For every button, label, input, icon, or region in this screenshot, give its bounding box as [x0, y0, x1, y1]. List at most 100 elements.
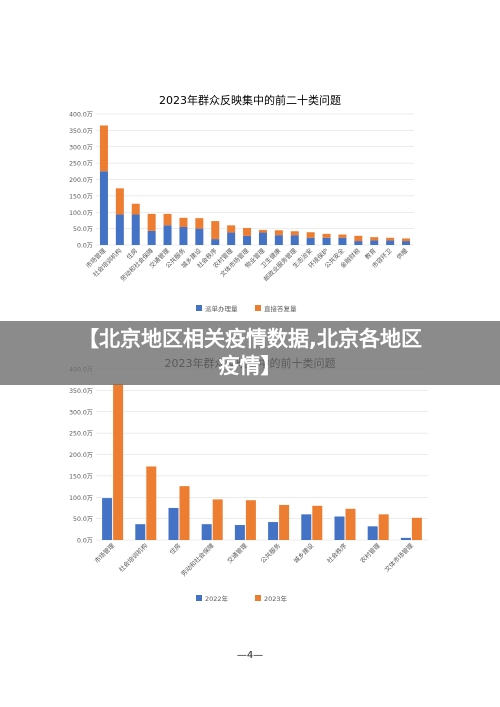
x-category-label: 城乡建设: [292, 542, 315, 565]
bar-dispatched: [338, 237, 347, 245]
bar-2022: [334, 516, 345, 540]
y-tick-label: 250.0万: [69, 431, 93, 438]
legend-swatch: [255, 595, 261, 601]
bar-dispatched: [354, 241, 363, 245]
y-tick-label: 0.0万: [77, 243, 93, 250]
y-tick-label: 350.0万: [69, 388, 93, 395]
bar-dispatched: [211, 239, 220, 245]
overlay-line-1: 【北京地区相关疫情数据,北京各地区: [78, 327, 422, 351]
bar-2023: [279, 504, 290, 540]
bar-dispatched: [306, 237, 315, 245]
bar-direct-reply: [147, 213, 156, 231]
y-tick-label: 100.0万: [69, 210, 93, 217]
x-category-label: 交通管理: [226, 542, 249, 565]
bar-2023: [245, 500, 256, 540]
bar-direct-reply: [354, 235, 363, 242]
bar-dispatched: [322, 237, 331, 245]
bar-dispatched: [258, 232, 267, 245]
grouped-bar-chart: 2023年群众反映集中的前十类问题0.0万50.0万100.0万150.0万20…: [69, 356, 428, 603]
y-tick-label: 100.0万: [69, 495, 93, 502]
bar-direct-reply: [402, 238, 411, 242]
page-number: —4—: [236, 650, 264, 661]
bar-direct-reply: [131, 203, 140, 215]
y-tick-label: 250.0万: [69, 161, 93, 168]
bar-dispatched: [163, 225, 172, 245]
bar-direct-reply: [322, 233, 331, 238]
legend-label: 2023年: [264, 594, 288, 603]
y-tick-label: 400.0万: [69, 112, 93, 119]
y-tick-label: 50.0万: [73, 226, 93, 233]
y-tick-label: 50.0万: [73, 516, 93, 523]
bar-dispatched: [131, 214, 140, 245]
bar-2023: [378, 514, 389, 540]
y-tick-label: 150.0万: [69, 193, 93, 200]
legend-swatch: [196, 595, 202, 601]
legend-swatch: [196, 305, 202, 311]
bar-direct-reply: [99, 125, 108, 172]
bar-dispatched: [195, 228, 204, 245]
chart-title: 2023年群众反映集中的前二十类问题: [159, 93, 341, 107]
bar-2023: [113, 383, 124, 540]
bar-direct-reply: [386, 237, 395, 241]
legend-label: 派单办理量: [205, 304, 238, 313]
bar-dispatched: [290, 235, 299, 245]
bar-dispatched: [227, 232, 236, 245]
legend-swatch: [255, 305, 261, 311]
x-category-label: 文体市场管理: [383, 542, 415, 574]
x-category-label: 教育: [363, 247, 377, 261]
stacked-bar-chart: 2023年群众反映集中的前二十类问题 0.0万 50.0万 100.0万 150.0万 2…: [69, 93, 414, 313]
bar-direct-reply: [290, 231, 299, 236]
bar-direct-reply: [195, 218, 204, 229]
legend-label: 直接答复量: [264, 304, 297, 313]
x-category-label: 公共服务: [259, 542, 282, 565]
overlay-line-2: 疫情】: [218, 354, 282, 378]
bar-direct-reply: [274, 230, 283, 236]
y-tick-label: 200.0万: [69, 177, 93, 184]
bar-dispatched: [179, 226, 188, 245]
bar-direct-reply: [338, 234, 347, 238]
bar-dispatched: [402, 241, 411, 245]
bar-direct-reply: [370, 237, 379, 241]
x-category-label: 劳动和社会保障: [179, 542, 215, 578]
bar-2022: [201, 524, 212, 540]
bar-direct-reply: [243, 227, 252, 236]
y-tick-label: 150.0万: [69, 473, 93, 480]
x-category-label: 社会培训机构: [117, 542, 149, 574]
bar-direct-reply: [227, 225, 236, 233]
y-tick-label: 300.0万: [69, 144, 93, 151]
x-category-label: 社会秩序: [325, 542, 348, 565]
bar-direct-reply: [306, 232, 315, 238]
x-category-label: 住房: [125, 247, 139, 261]
bar-dispatched: [115, 214, 124, 245]
bar-2023: [312, 505, 323, 540]
bar-2022: [268, 522, 279, 540]
bar-direct-reply: [115, 188, 124, 215]
y-tick-label: 0.0万: [77, 538, 93, 545]
bar-2023: [411, 517, 422, 540]
title-overlay-banner: 【北京地区相关疫情数据,北京各地区 疫情】: [0, 321, 500, 385]
bar-2023: [345, 508, 356, 540]
bar-2022: [234, 525, 245, 540]
bar-dispatched: [147, 230, 156, 245]
bar-direct-reply: [179, 217, 188, 227]
y-tick-label: 300.0万: [69, 409, 93, 416]
x-category-label: 市场管理: [93, 542, 116, 565]
bar-2022: [102, 498, 113, 540]
bar-2022: [400, 537, 411, 540]
x-category-label: 供暖: [395, 247, 409, 261]
bar-direct-reply: [163, 213, 172, 226]
bar-2023: [212, 499, 223, 540]
bar-2022: [135, 524, 146, 540]
bar-dispatched: [386, 240, 395, 245]
y-tick-label: 350.0万: [69, 128, 93, 135]
x-category-label: 住房: [168, 542, 182, 556]
bar-dispatched: [99, 171, 108, 245]
legend-label: 2022年: [205, 594, 229, 603]
bar-dispatched: [274, 235, 283, 245]
y-tick-label: 200.0万: [69, 452, 93, 459]
x-category-label: 农村管理: [358, 542, 381, 565]
bar-dispatched: [243, 235, 252, 245]
bar-2022: [301, 514, 312, 540]
bar-dispatched: [370, 240, 379, 245]
bar-2023: [179, 486, 190, 540]
